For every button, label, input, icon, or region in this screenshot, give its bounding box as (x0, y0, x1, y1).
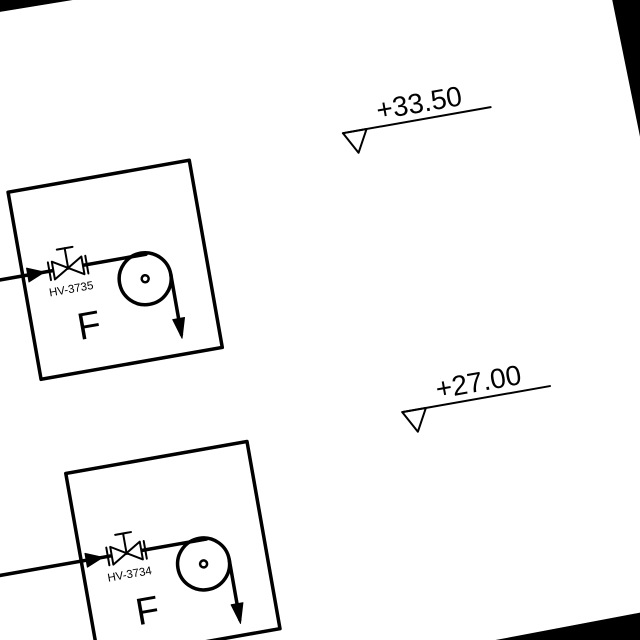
upper-down-arrow (172, 316, 186, 339)
lower-down-arrow (230, 602, 244, 624)
lower-reel-hub (198, 559, 209, 569)
upper-equipment-box (6, 158, 225, 382)
lower-valve-icon (105, 531, 148, 567)
upper-reel-hub (140, 273, 150, 284)
upper-valve-icon (46, 245, 90, 282)
lower-equipment-box (64, 439, 282, 640)
upper-unit: HV-3735 F (0, 158, 225, 382)
upper-flow-arrow (26, 267, 45, 283)
lower-flow-arrow (84, 552, 104, 568)
